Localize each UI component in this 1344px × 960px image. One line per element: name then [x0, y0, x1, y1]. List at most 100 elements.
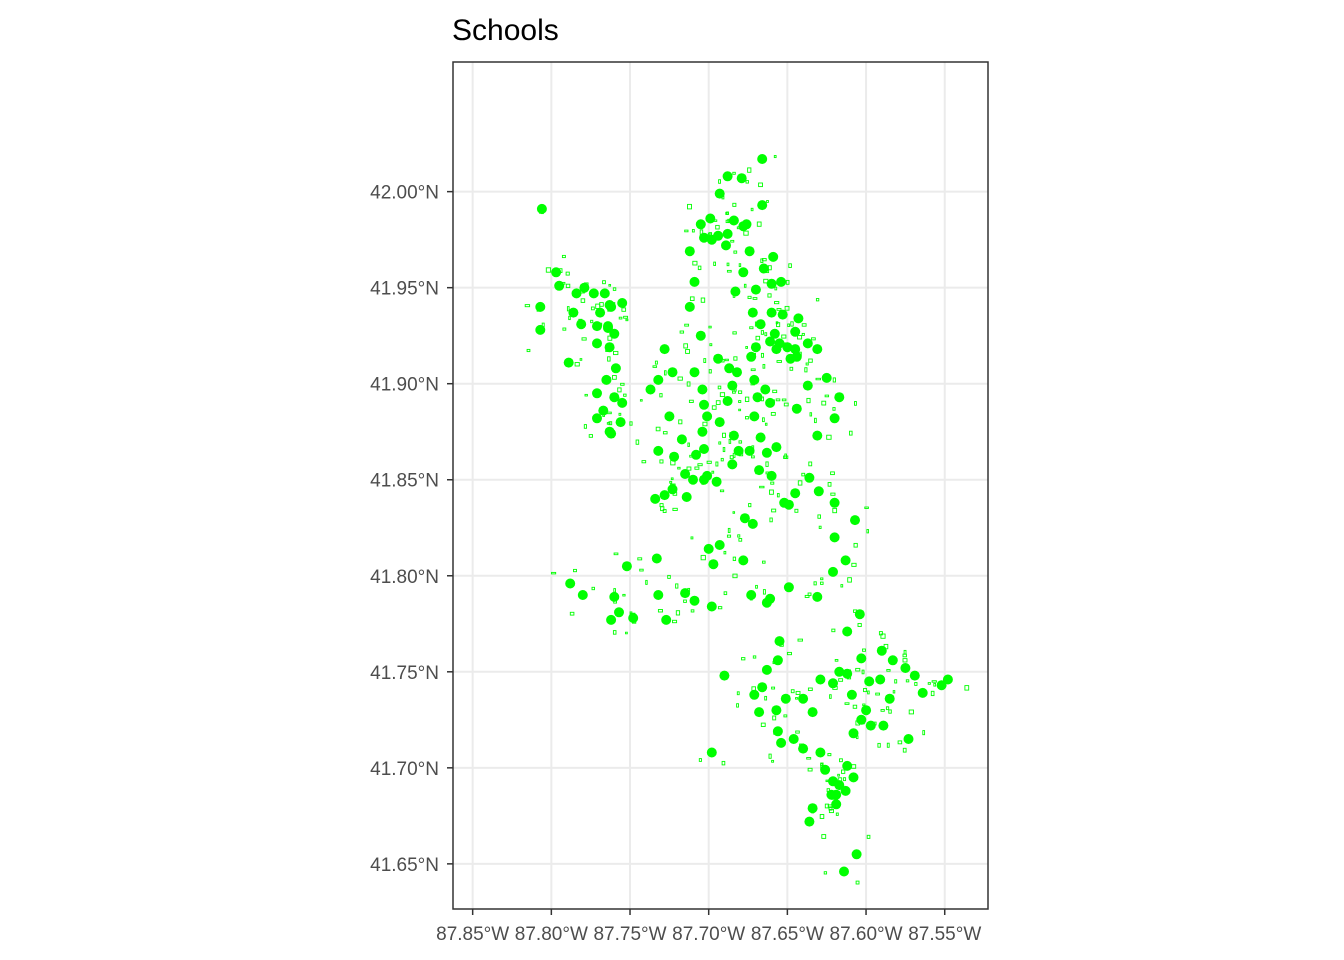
school-parcel: [747, 295, 752, 299]
school-parcel: [635, 439, 640, 445]
school-point: [771, 442, 782, 453]
school-parcel: [584, 393, 588, 397]
school-point: [713, 353, 724, 364]
school-parcel: [606, 422, 611, 425]
school-point: [706, 601, 717, 612]
x-axis: 87.85°W 87.80°W 87.75°W 87.70°W 87.65°W 87.60…: [436, 909, 981, 945]
school-point: [592, 388, 602, 399]
school-point: [722, 396, 733, 406]
school-parcel: [580, 298, 586, 303]
school-point: [691, 449, 702, 460]
school-point: [699, 232, 709, 243]
school-parcel: [655, 426, 661, 432]
y-tick-label: 41.65°N: [370, 855, 439, 876]
school-point: [766, 470, 777, 481]
school-parcel: [902, 658, 908, 663]
school-point: [772, 655, 783, 666]
school-parcel: [880, 633, 886, 639]
school-parcel: [700, 297, 706, 303]
school-parcel: [752, 655, 757, 659]
school-point: [761, 447, 772, 458]
school-parcel: [832, 377, 836, 383]
school-point: [645, 384, 656, 395]
x-tick-label: 87.85°W: [436, 924, 509, 945]
school-parcel: [641, 460, 647, 464]
school-point: [900, 663, 911, 673]
school-point: [917, 687, 928, 698]
school-parcel: [745, 346, 748, 349]
school-parcel: [905, 679, 910, 683]
school-point: [854, 609, 865, 620]
school-point: [875, 674, 886, 685]
school-parcel: [691, 229, 695, 233]
school-point: [689, 595, 700, 606]
school-point: [861, 705, 872, 716]
school-parcel: [823, 871, 828, 875]
school-point: [757, 200, 768, 211]
school-parcel: [801, 332, 805, 336]
school-parcel: [764, 422, 768, 426]
school-parcel: [602, 280, 606, 285]
school-parcel: [719, 392, 726, 397]
school-parcel: [732, 556, 737, 561]
school-parcel: [756, 221, 762, 227]
school-parcel: [684, 323, 690, 327]
school-parcel: [697, 265, 702, 271]
school-point: [790, 326, 801, 337]
school-parcel: [903, 649, 907, 655]
school-point: [749, 689, 760, 700]
school-parcel: [902, 747, 907, 753]
school-point: [699, 399, 709, 410]
school-parcel: [817, 514, 821, 519]
school-point: [804, 816, 815, 827]
school-point: [768, 251, 779, 262]
school-parcel: [764, 695, 768, 701]
school-parcel: [669, 480, 673, 484]
school-parcel: [744, 396, 750, 402]
school-parcel: [732, 202, 737, 207]
school-point: [790, 344, 801, 355]
school-parcel: [751, 455, 755, 459]
school-point: [706, 234, 717, 245]
school-parcel: [706, 460, 712, 464]
school-parcel: [621, 307, 627, 312]
school-parcel: [885, 706, 890, 711]
school-point: [754, 465, 765, 476]
school-point: [774, 636, 785, 647]
school-parcel: [732, 171, 736, 175]
school-point: [757, 682, 768, 693]
school-parcel: [738, 263, 742, 268]
school-parcel: [686, 466, 692, 471]
x-tick-label: 87.70°W: [672, 924, 745, 945]
school-parcel: [623, 315, 629, 319]
school-parcel: [783, 402, 789, 407]
school-parcel: [840, 584, 844, 588]
school-parcel: [726, 211, 729, 215]
school-parcel: [692, 260, 698, 266]
school-point: [790, 488, 801, 499]
school-parcel: [807, 592, 812, 597]
school-point: [903, 734, 914, 744]
school-point: [722, 171, 733, 182]
school-parcel: [713, 261, 716, 266]
school-parcel: [877, 742, 881, 748]
school-parcel: [892, 690, 896, 694]
school-parcel: [775, 398, 781, 402]
school-point: [609, 328, 620, 339]
school-parcel: [747, 167, 752, 173]
school-point: [667, 484, 678, 495]
school-point: [755, 432, 766, 443]
school-parcel: [618, 412, 622, 416]
school-parcel: [820, 762, 824, 766]
x-tick-label: 87.60°W: [830, 924, 903, 945]
school-parcel: [824, 803, 829, 809]
school-parcel: [760, 258, 764, 264]
school-point: [760, 384, 771, 395]
school-parcel: [732, 331, 737, 335]
school-point: [887, 655, 898, 666]
school-parcel: [727, 527, 731, 533]
school-parcel: [861, 669, 865, 675]
school-parcel: [862, 703, 866, 706]
school-parcel: [843, 777, 847, 782]
school-parcel: [620, 382, 625, 386]
